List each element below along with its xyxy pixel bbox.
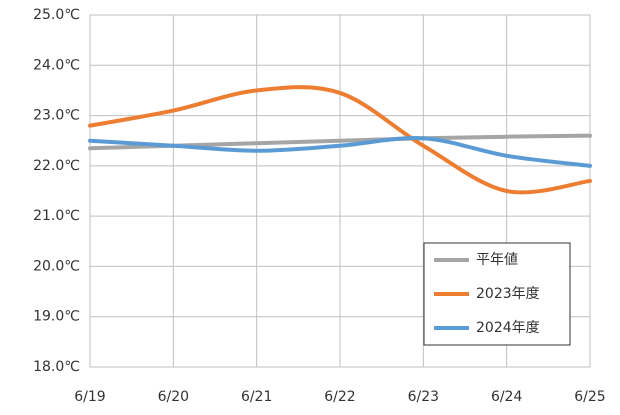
x-tick-label: 6/21 xyxy=(241,389,272,405)
series-line xyxy=(88,85,592,195)
y-tick-label: 21.0℃ xyxy=(33,208,80,224)
x-tick-label: 6/23 xyxy=(408,389,439,405)
y-tick-label: 18.0℃ xyxy=(33,359,80,375)
x-tick-label: 6/20 xyxy=(158,389,189,405)
legend-label: 2024年度 xyxy=(476,320,540,336)
x-tick-label: 6/22 xyxy=(324,389,355,405)
plot-border xyxy=(89,14,591,368)
legend-label: 2023年度 xyxy=(476,286,540,302)
x-tick-label: 6/24 xyxy=(491,389,523,405)
x-tick-label: 6/19 xyxy=(74,389,105,405)
y-tick-label: 24.0℃ xyxy=(33,57,80,73)
y-tick-label: 20.0℃ xyxy=(33,258,80,274)
y-tick-label: 22.0℃ xyxy=(33,158,80,174)
y-tick-label: 25.0℃ xyxy=(33,7,80,23)
series-line xyxy=(88,135,592,168)
legend-label: 平年値 xyxy=(476,252,518,268)
y-tick-label: 19.0℃ xyxy=(33,309,80,325)
y-tick-label: 23.0℃ xyxy=(33,108,80,124)
x-tick-label: 6/25 xyxy=(574,389,605,405)
